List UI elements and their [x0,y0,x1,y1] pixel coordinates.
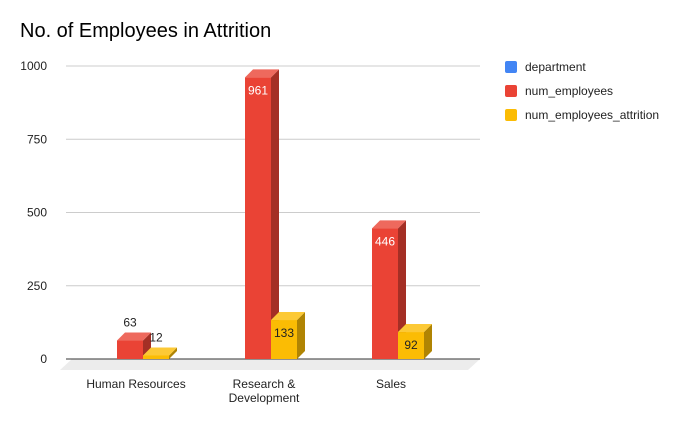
bar-top [398,324,432,333]
bar-front [271,320,297,359]
bar-top [143,347,177,356]
x-category-label-line: Research & [233,377,296,391]
chart-floor [60,359,480,370]
bar-top [372,220,406,229]
bar-side [398,220,406,359]
y-tick-label: 250 [27,279,47,293]
bar-front [372,228,398,359]
bar-front [143,355,169,359]
data-label: 133 [274,326,294,340]
legend-label: department [525,60,586,74]
legend-swatch [505,85,517,97]
bar-front [398,332,424,359]
legend-swatch [505,109,517,121]
bar [271,312,305,359]
bar-side [169,347,177,359]
y-tick-label: 1000 [20,59,47,73]
y-tick-label: 0 [40,352,47,366]
x-category-label-line: Development [229,391,300,405]
bar [398,324,432,359]
data-label: 12 [149,330,163,344]
bar [143,347,177,359]
bar [372,220,406,359]
bar-front [117,340,143,359]
bar [117,332,151,359]
data-label: 92 [404,338,418,352]
bar-front [245,77,271,359]
bar-side [424,324,432,359]
x-category-label-line: Sales [376,377,406,391]
bar-top [271,312,305,321]
data-label: 961 [248,83,268,97]
bar-side [297,312,305,359]
y-tick-label: 750 [27,132,47,146]
x-category-label: Human Resources [86,377,185,391]
y-tick-label: 500 [27,206,47,220]
data-label: 446 [375,234,395,248]
legend-label: num_employees_attrition [525,108,659,122]
chart-title: No. of Employees in Attrition [20,20,272,42]
bar-top [117,332,151,341]
legend-swatch [505,61,517,73]
x-category-label: Sales [376,377,406,391]
bar-side [271,69,279,359]
data-label: 63 [123,316,137,330]
legend-label: num_employees [525,84,613,98]
bar-top [245,69,279,78]
x-category-label: Research & Development [229,377,300,405]
bar [245,69,279,359]
x-category-label-line: Human Resources [86,377,185,391]
